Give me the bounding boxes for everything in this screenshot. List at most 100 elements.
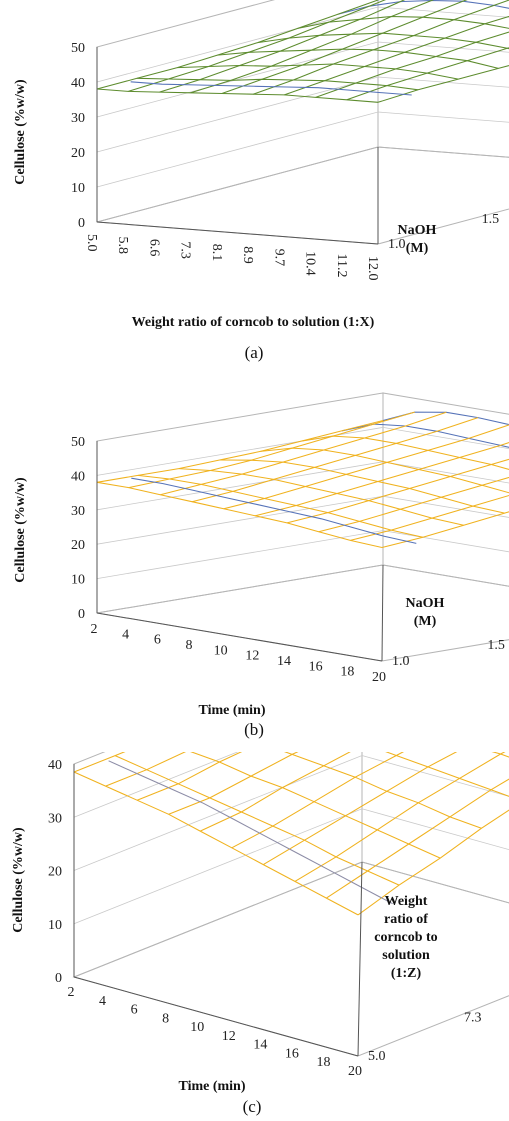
- z-tick-label: 30: [71, 504, 85, 519]
- z-tick-label: 10: [71, 181, 85, 196]
- surface-mesh-line: [283, 752, 482, 829]
- x-axis-line: [96, 221, 379, 245]
- surface-mesh-line: [357, 809, 509, 916]
- z-gridline: [73, 808, 509, 925]
- x-tick-label: 8.1: [209, 244, 224, 262]
- surface-mesh-line: [341, 423, 509, 448]
- x-axis-title: Time (min): [198, 703, 265, 718]
- x-tick-label: 14: [253, 1038, 267, 1053]
- x-tick-label: 11.2: [334, 254, 349, 278]
- chart-panel-b: 0102030405024681012141618201.01.52.02.5N…: [0, 372, 509, 752]
- surface-mesh-line: [73, 752, 126, 773]
- z-tick-label: 20: [71, 538, 85, 553]
- surface-mesh-line: [378, 0, 380, 1]
- z-tick-label: 40: [48, 758, 62, 773]
- x-tick-label: 6: [154, 633, 161, 648]
- x-axis-line: [96, 612, 383, 662]
- surface-mesh-line: [96, 88, 379, 103]
- floor: [96, 146, 509, 245]
- z-gridline: [96, 76, 509, 153]
- y-tick-label: 1.5: [487, 638, 505, 653]
- z-gridline: [73, 755, 509, 871]
- surface-mesh-line: [385, 752, 509, 797]
- x-tick-label: 7.3: [178, 241, 193, 258]
- y-tick-label: 1.0: [392, 654, 410, 669]
- surface-mesh-line: [137, 77, 419, 91]
- surface-mesh-line: [96, 419, 384, 483]
- x-tick-label: 12: [245, 649, 259, 664]
- back-wall: [382, 392, 509, 587]
- x-tick-label: 16: [285, 1046, 299, 1061]
- surface-mesh-line: [191, 417, 479, 503]
- z-tick-label: 0: [78, 607, 85, 622]
- surface-mesh-line: [255, 441, 509, 517]
- y-axis-title-line: NaOH: [406, 596, 445, 611]
- z-tick-label: 20: [48, 865, 62, 880]
- z-axis-title: Cellulose (%w/w): [13, 477, 28, 583]
- x-tick-label: 5.8: [115, 236, 130, 254]
- x-tick-label: 10: [214, 643, 228, 658]
- x-tick-label: 8: [162, 1011, 169, 1026]
- z-axis-title: Cellulose (%w/w): [11, 827, 26, 933]
- y-tick-label: 7.3: [464, 1011, 482, 1026]
- y-axis-title-line: NaOH: [398, 223, 437, 238]
- y-axis-title: Weight ratio of corncob to solution (1:Z): [374, 894, 437, 981]
- surface-chart-c: 01020304024681012141618205.07.39.712.0We…: [11, 752, 509, 1116]
- surface-mesh-line: [318, 476, 509, 533]
- left-wall: [96, 0, 379, 223]
- surface-mesh-line: [377, 65, 509, 103]
- surface-mesh-line: [136, 752, 243, 801]
- z-tick-label: 50: [71, 41, 85, 56]
- surface-mesh-line: [231, 752, 405, 849]
- surface-mesh-line: [114, 755, 400, 886]
- z-axis-title: Cellulose (%w/w): [13, 79, 28, 185]
- x-tick-label: 9.7: [271, 249, 286, 267]
- y-axis-title-line: Weight: [385, 894, 428, 909]
- y-axis-title-line: (M): [406, 241, 429, 256]
- y-tick-label: 1.0: [388, 237, 406, 252]
- x-tick-label: 18: [340, 665, 354, 680]
- surface-mesh-line: [257, 32, 509, 50]
- surface-chart-a: 0 10 20 30 40 50 5.0 5.8 6.6 7.3 8.1 8.9 9.7 10.4 11.2…: [13, 0, 509, 362]
- figure-caption: (b): [244, 720, 264, 739]
- z-tick-label: 0: [55, 971, 62, 986]
- surface-mesh-line: [96, 481, 383, 549]
- surface-mesh-line: [326, 778, 509, 899]
- surface-mesh-line: [315, 31, 509, 98]
- surface-mesh-line: [294, 752, 506, 882]
- surface-mesh-line: [177, 63, 459, 80]
- y-axis-title-line: (M): [414, 614, 437, 629]
- x-tick-label: 4: [99, 994, 106, 1009]
- surface-mesh-line: [190, 752, 441, 859]
- surface-underside-line: [131, 477, 417, 544]
- floor: [72, 861, 509, 1057]
- z-gridline: [96, 111, 509, 188]
- y-tick-label: 1.5: [482, 212, 500, 227]
- surface-mesh-line: [263, 752, 458, 866]
- y-axis-title-line: ratio of: [384, 912, 428, 927]
- surface-mesh-line: [337, 0, 509, 15]
- z-tick-label: 10: [71, 573, 85, 588]
- surface-mesh-line: [346, 47, 509, 101]
- x-tick-label: 12.0: [365, 256, 380, 281]
- surface-mesh-line: [73, 771, 359, 916]
- z-gridline: [96, 6, 509, 83]
- z-tick-label: 40: [71, 76, 85, 91]
- y-axis-title-line: (1:Z): [391, 966, 422, 981]
- surface-mesh-line: [284, 15, 509, 96]
- x-axis-title: Weight ratio of corncob to solution (1:X…: [132, 315, 375, 330]
- surface-mesh-line: [178, 468, 464, 526]
- x-tick-label: 12: [222, 1029, 236, 1044]
- chart-panel-c: 01020304024681012141618205.07.39.712.0We…: [0, 752, 509, 1121]
- surface-chart-b: 0102030405024681012141618201.01.52.02.5N…: [13, 392, 509, 739]
- z-tick-label: 0: [78, 216, 85, 231]
- back-wall: [377, 0, 509, 158]
- surface-mesh-line: [350, 494, 509, 541]
- x-tick-label: 14: [277, 654, 291, 669]
- surface-mesh-line: [381, 511, 509, 549]
- y-axis-title: NaOH (M): [398, 223, 437, 256]
- z-tick-label: 30: [48, 811, 62, 826]
- x-tick-label: 10: [190, 1020, 204, 1035]
- z-gridline: [96, 426, 509, 476]
- y-tick-label: 5.0: [368, 1049, 386, 1064]
